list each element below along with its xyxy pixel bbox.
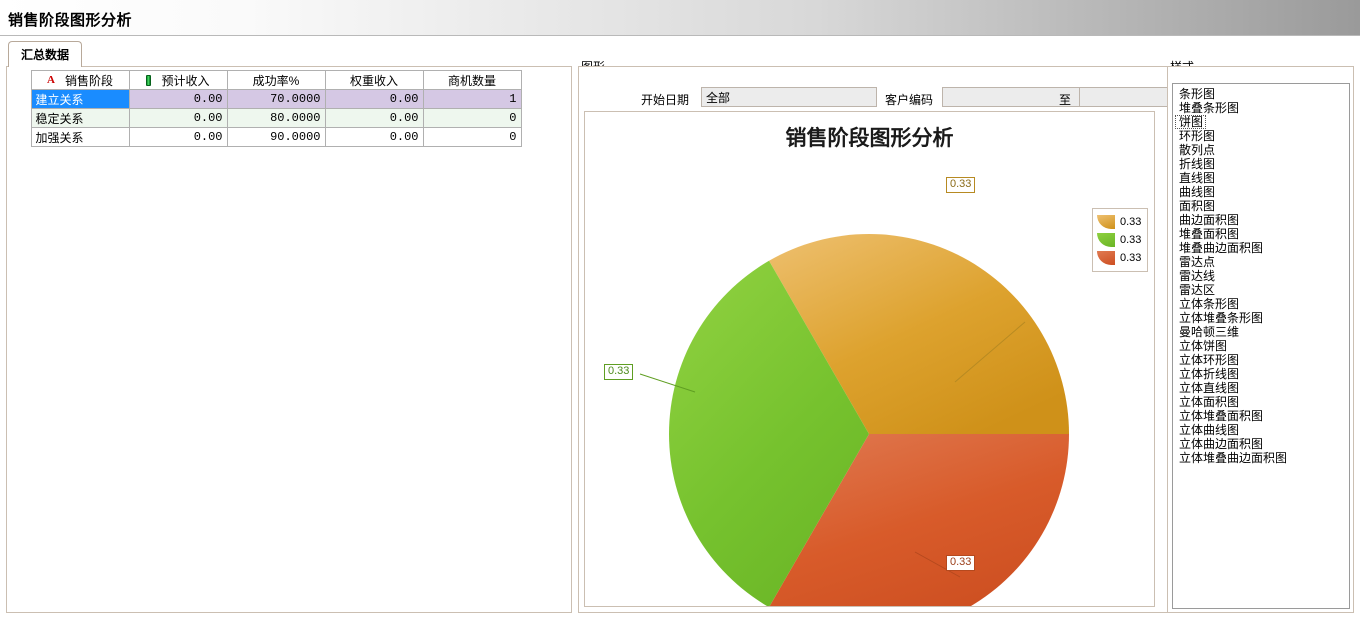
- legend-label: 0.33: [1120, 234, 1142, 246]
- cell-success-rate[interactable]: 80.0000: [226, 108, 326, 128]
- cell-expected-income[interactable]: 0.00: [128, 89, 228, 109]
- style-list-item-14[interactable]: 雷达区: [1179, 283, 1216, 297]
- chart-style-listbox[interactable]: 条形图 堆叠条形图 饼图 环形图 散列点 折线图 直线图 曲线图 面积图 曲边面…: [1172, 83, 1350, 609]
- style-list-item-18[interactable]: 立体饼图: [1179, 339, 1228, 353]
- style-list-item-2[interactable]: 饼图: [1175, 115, 1207, 129]
- leader-line-red: [914, 551, 961, 578]
- cell-stage[interactable]: 加强关系: [30, 127, 130, 147]
- cell-stage[interactable]: 稳定关系: [30, 108, 130, 128]
- legend-label: 0.33: [1120, 216, 1142, 228]
- table-row[interactable]: 稳定关系 0.00 80.0000 0.00 0: [13, 108, 522, 128]
- cell-weighted-income[interactable]: 0.00: [324, 89, 424, 109]
- style-list-item-10[interactable]: 堆叠面积图: [1179, 227, 1240, 241]
- summary-table: A 销售阶段 预计收入 成功率% 权重收入 商机数量: [13, 70, 522, 147]
- column-header-success-rate[interactable]: 成功率%: [226, 70, 326, 90]
- cell-opportunity-count[interactable]: 1: [422, 89, 522, 109]
- style-list-item-23[interactable]: 立体堆叠面积图: [1179, 409, 1264, 423]
- column-header-expected-income-label: 预计收入: [161, 73, 210, 88]
- main-content: A 销售阶段 预计收入 成功率% 权重收入 商机数量: [0, 58, 1360, 619]
- column-header-stage[interactable]: A 销售阶段: [30, 70, 130, 90]
- table-row[interactable]: 建立关系 0.00 70.0000 0.00 1: [13, 89, 522, 109]
- customer-code-input[interactable]: [942, 87, 1083, 107]
- chart-title: 销售阶段图形分析: [785, 126, 954, 150]
- column-header-expected-income[interactable]: 预计收入: [128, 70, 228, 90]
- tab-strip: 汇总数据: [0, 37, 1360, 67]
- legend-swatch-green: [1097, 233, 1115, 247]
- column-header-opportunity-count[interactable]: 商机数量: [422, 70, 522, 90]
- style-list-item-9[interactable]: 曲边面积图: [1179, 213, 1240, 227]
- table-row[interactable]: 加强关系 0.00 90.0000 0.00 0: [13, 127, 522, 147]
- chart-legend: 0.33 0.33 0.33: [1092, 208, 1149, 272]
- style-list-item-22[interactable]: 立体面积图: [1179, 395, 1240, 409]
- legend-item[interactable]: 0.33: [1097, 231, 1141, 249]
- pie-data-label-2: 0.33: [946, 555, 976, 571]
- pie-data-label-1: 0.33: [946, 177, 976, 193]
- style-list-item-13[interactable]: 雷达线: [1179, 269, 1216, 283]
- style-list-item-19[interactable]: 立体环形图: [1179, 353, 1240, 367]
- style-list-item-16[interactable]: 立体堆叠条形图: [1179, 311, 1264, 325]
- leader-line-gold: [954, 321, 1026, 383]
- cell-weighted-income[interactable]: 0.00: [324, 127, 424, 147]
- date-range-to-label: 至: [1059, 93, 1072, 107]
- style-list-item-11[interactable]: 堆叠曲边面积图: [1179, 241, 1264, 255]
- tab-summary-data[interactable]: 汇总数据: [8, 41, 83, 67]
- style-list-item-8[interactable]: 面积图: [1179, 199, 1216, 213]
- style-group-box: 条形图 堆叠条形图 饼图 环形图 散列点 折线图 直线图 曲线图 面积图 曲边面…: [1167, 66, 1354, 613]
- style-list-item-7[interactable]: 曲线图: [1179, 185, 1216, 199]
- start-date-input[interactable]: [701, 87, 877, 107]
- style-list-item-26[interactable]: 立体堆叠曲边面积图: [1179, 451, 1288, 465]
- style-list-item-15[interactable]: 立体条形图: [1179, 297, 1240, 311]
- column-header-stage-label: 销售阶段: [64, 73, 113, 88]
- legend-item[interactable]: 0.33: [1097, 249, 1141, 267]
- numeric-type-icon: [146, 74, 152, 86]
- cell-weighted-income[interactable]: 0.00: [324, 108, 424, 128]
- row-selector-cell[interactable]: [13, 89, 32, 109]
- style-list-item-0[interactable]: 条形图: [1179, 87, 1216, 101]
- start-date-label: 开始日期: [641, 93, 690, 107]
- style-list-item-5[interactable]: 折线图: [1179, 157, 1216, 171]
- row-selector-header: [13, 70, 32, 90]
- style-list-item-25[interactable]: 立体曲边面积图: [1179, 437, 1264, 451]
- table-header-row: A 销售阶段 预计收入 成功率% 权重收入 商机数量: [13, 70, 522, 90]
- chart-frame: 销售阶段图形分析: [584, 111, 1155, 607]
- row-selector-cell[interactable]: [13, 127, 32, 147]
- pie-slice-2[interactable]: [769, 434, 1069, 606]
- legend-label: 0.33: [1120, 252, 1142, 264]
- column-header-weighted-income[interactable]: 权重收入: [324, 70, 424, 90]
- legend-swatch-gold: [1097, 215, 1115, 229]
- cell-opportunity-count[interactable]: 0: [422, 127, 522, 147]
- cell-expected-income[interactable]: 0.00: [128, 108, 228, 128]
- legend-item[interactable]: 0.33: [1097, 213, 1141, 231]
- style-list-item-4[interactable]: 散列点: [1179, 143, 1216, 157]
- customer-code-label: 客户编码: [885, 93, 934, 107]
- style-list-item-20[interactable]: 立体折线图: [1179, 367, 1240, 381]
- style-list-item-6[interactable]: 直线图: [1179, 171, 1216, 185]
- pie-slice-3[interactable]: [669, 260, 869, 606]
- pie-data-label-3: 0.33: [604, 364, 634, 380]
- pie-slice-1[interactable]: [769, 234, 1069, 434]
- cell-opportunity-count[interactable]: 0: [422, 108, 522, 128]
- style-list-item-21[interactable]: 立体直线图: [1179, 381, 1240, 395]
- window-title-bar: 销售阶段图形分析: [0, 0, 1360, 36]
- row-selector-cell[interactable]: [13, 108, 32, 128]
- style-list-item-17[interactable]: 曼哈顿三维: [1179, 325, 1240, 339]
- leader-line-green: [639, 373, 696, 393]
- page-title: 销售阶段图形分析: [8, 12, 133, 29]
- style-list-item-24[interactable]: 立体曲线图: [1179, 423, 1240, 437]
- legend-swatch-red: [1097, 251, 1115, 265]
- cell-stage[interactable]: 建立关系: [30, 89, 130, 109]
- pie-chart: [639, 234, 1069, 606]
- cell-success-rate[interactable]: 90.0000: [226, 127, 326, 147]
- style-list-item-3[interactable]: 环形图: [1179, 129, 1216, 143]
- style-list-item-12[interactable]: 雷达点: [1179, 255, 1216, 269]
- style-list-item-1[interactable]: 堆叠条形图: [1179, 101, 1240, 115]
- cell-expected-income[interactable]: 0.00: [128, 127, 228, 147]
- cell-success-rate[interactable]: 70.0000: [226, 89, 326, 109]
- summary-grid-panel: A 销售阶段 预计收入 成功率% 权重收入 商机数量: [6, 66, 572, 613]
- text-type-icon: A: [47, 74, 55, 86]
